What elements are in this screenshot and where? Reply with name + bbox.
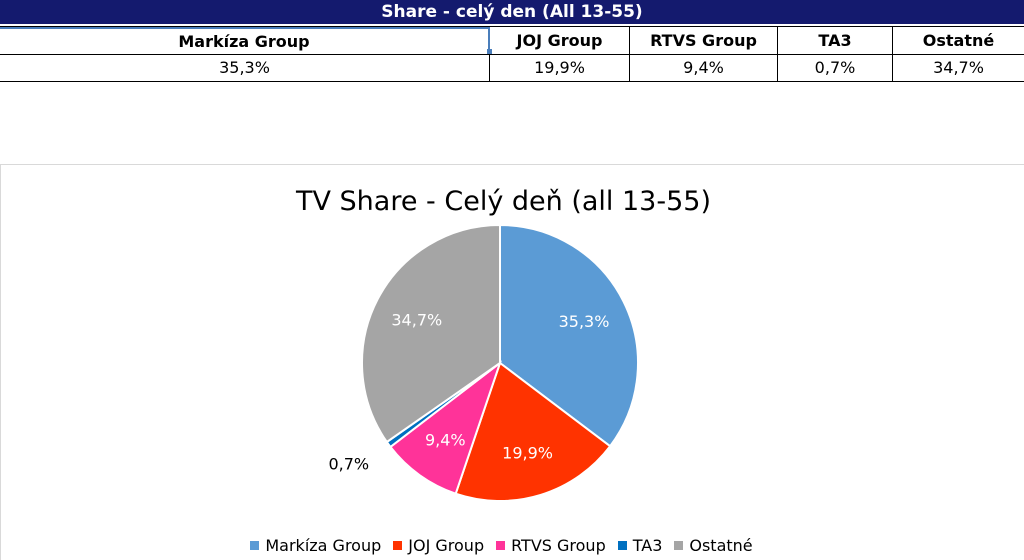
header-cell-joj[interactable]: JOJ Group xyxy=(490,27,630,54)
header-cell-ta3[interactable]: TA3 xyxy=(778,27,893,54)
data-label-ostatne: 34,7% xyxy=(391,311,442,330)
chart-area[interactable] xyxy=(0,164,1024,560)
table-header-row: Markíza Group JOJ Group RTVS Group TA3 O… xyxy=(0,26,1024,55)
data-label-markiza-group: 35,3% xyxy=(559,312,610,331)
legend-swatch-rtvs-group xyxy=(496,541,506,550)
data-label-rtvs-group: 9,4% xyxy=(425,430,466,449)
chart-title: TV Share - Celý deň (all 13-55) xyxy=(296,186,711,217)
value-cell-ostatne[interactable]: 34,7% xyxy=(933,58,984,77)
pie-slice-ostatne[interactable] xyxy=(361,223,501,444)
header-cell-ostatne[interactable]: Ostatné xyxy=(922,31,995,50)
value-cell-rtvs[interactable]: 9,4% xyxy=(630,54,778,81)
legend-swatch-ta3 xyxy=(617,541,627,550)
legend-label-ostatne: Ostatné xyxy=(689,536,753,555)
data-label-joj-group: 19,9% xyxy=(502,444,553,463)
value-cell-ta3[interactable]: 0,7% xyxy=(778,54,893,81)
legend-label-ta3: TA3 xyxy=(632,536,663,555)
legend-item-rtvs-group[interactable]: RTVS Group xyxy=(496,536,606,555)
legend-label-markiza-group: Markíza Group xyxy=(265,536,382,555)
legend-label-joj-group: JOJ Group xyxy=(408,536,485,555)
value-cell-joj[interactable]: 19,9% xyxy=(490,54,630,81)
data-label-ta3: 0,7% xyxy=(328,454,369,473)
cell-selection-handle[interactable] xyxy=(487,49,492,54)
pie-slice-joj-group[interactable] xyxy=(454,361,612,502)
legend-item-ostatne[interactable]: Ostatné xyxy=(674,536,753,555)
value-cell-markiza[interactable]: 35,3% xyxy=(0,54,490,81)
header-cell-markiza[interactable]: Markíza Group xyxy=(0,27,490,54)
legend-item-ta3[interactable]: TA3 xyxy=(617,536,663,555)
header-cell-rtvs[interactable]: RTVS Group xyxy=(630,27,778,54)
legend-label-rtvs-group: RTVS Group xyxy=(511,536,606,555)
table-value-row: 35,3% 19,9% 9,4% 0,7% 34,7% xyxy=(0,54,1024,82)
legend-item-markiza-group[interactable]: Markíza Group xyxy=(250,536,381,555)
chart-border xyxy=(0,164,1,560)
pie-slice-rtvs-group[interactable] xyxy=(389,360,503,495)
table-title: Share - celý den (All 13-55) xyxy=(0,0,1024,24)
legend-swatch-joj-group xyxy=(393,541,403,550)
legend-item-joj-group[interactable]: JOJ Group xyxy=(393,536,484,555)
pie-slice-markiza-group[interactable] xyxy=(499,223,639,448)
chart-legend: Markíza Group JOJ Group RTVS Group TA3 Ostat… xyxy=(0,536,1003,555)
legend-swatch-ostatne xyxy=(674,541,684,550)
legend-swatch-markiza-group xyxy=(250,541,260,550)
